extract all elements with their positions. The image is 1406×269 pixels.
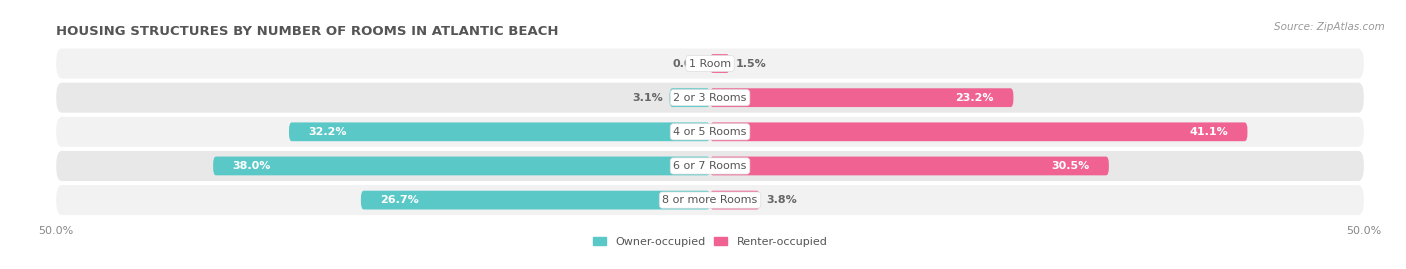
Text: 4 or 5 Rooms: 4 or 5 Rooms (673, 127, 747, 137)
FancyBboxPatch shape (669, 88, 710, 107)
FancyBboxPatch shape (56, 185, 1364, 215)
FancyBboxPatch shape (710, 88, 1014, 107)
Text: 3.1%: 3.1% (633, 93, 664, 103)
FancyBboxPatch shape (710, 191, 759, 210)
Text: 32.2%: 32.2% (308, 127, 347, 137)
Text: 23.2%: 23.2% (955, 93, 994, 103)
Text: 41.1%: 41.1% (1189, 127, 1227, 137)
Text: 0.0%: 0.0% (673, 59, 703, 69)
FancyBboxPatch shape (710, 157, 1109, 175)
Text: 2 or 3 Rooms: 2 or 3 Rooms (673, 93, 747, 103)
Legend: Owner-occupied, Renter-occupied: Owner-occupied, Renter-occupied (593, 237, 827, 247)
FancyBboxPatch shape (361, 191, 710, 210)
FancyBboxPatch shape (56, 83, 1364, 113)
FancyBboxPatch shape (56, 48, 1364, 79)
Text: 30.5%: 30.5% (1050, 161, 1090, 171)
Text: 38.0%: 38.0% (233, 161, 271, 171)
FancyBboxPatch shape (710, 54, 730, 73)
Text: HOUSING STRUCTURES BY NUMBER OF ROOMS IN ATLANTIC BEACH: HOUSING STRUCTURES BY NUMBER OF ROOMS IN… (56, 25, 558, 38)
Text: Source: ZipAtlas.com: Source: ZipAtlas.com (1274, 22, 1385, 31)
Text: 26.7%: 26.7% (381, 195, 419, 205)
Text: 3.8%: 3.8% (766, 195, 797, 205)
Text: 6 or 7 Rooms: 6 or 7 Rooms (673, 161, 747, 171)
FancyBboxPatch shape (56, 151, 1364, 181)
FancyBboxPatch shape (214, 157, 710, 175)
FancyBboxPatch shape (290, 122, 710, 141)
Text: 1 Room: 1 Room (689, 59, 731, 69)
FancyBboxPatch shape (710, 122, 1247, 141)
FancyBboxPatch shape (56, 117, 1364, 147)
Text: 1.5%: 1.5% (737, 59, 766, 69)
Text: 8 or more Rooms: 8 or more Rooms (662, 195, 758, 205)
